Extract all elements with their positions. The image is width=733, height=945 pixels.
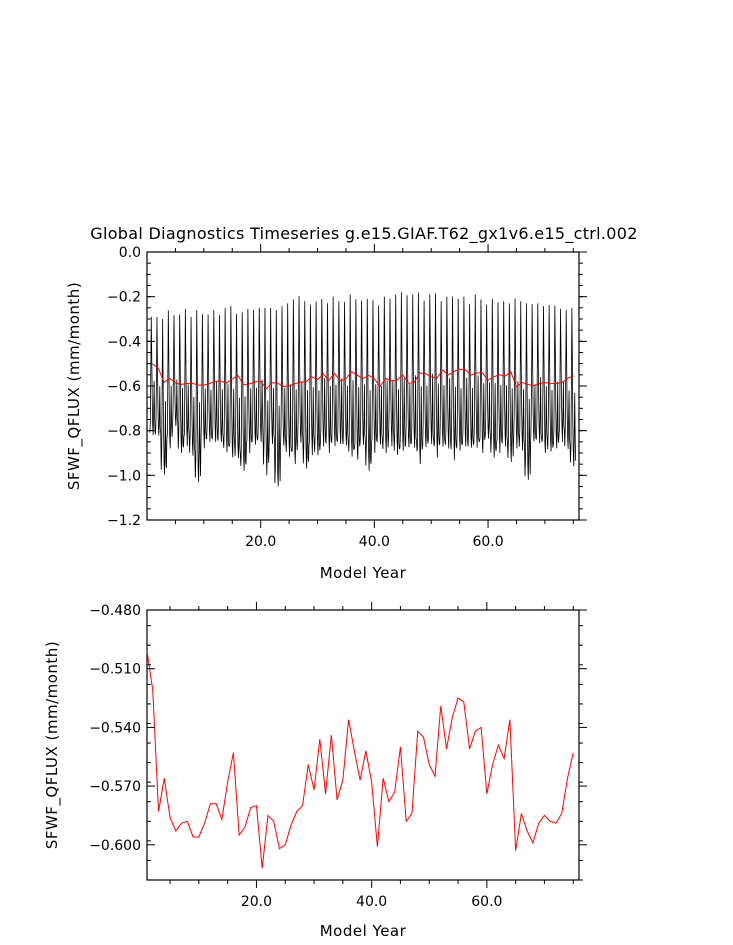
y-tick-label: −0.600 (89, 838, 141, 854)
y-tick-label: −1.2 (107, 513, 141, 529)
chart-title: Global Diagnostics Timeseries g.e15.GIAF… (90, 224, 638, 244)
top-axis-ticks (147, 244, 587, 528)
y-tick-label: −0.6 (107, 379, 141, 395)
y-tick-label: −0.570 (89, 779, 141, 795)
bottom-annual-mean-series (146, 651, 574, 869)
x-tick-label: 40.0 (359, 534, 390, 550)
x-tick-label: 20.0 (245, 534, 276, 550)
annual-mean-series (152, 363, 574, 390)
bottom-x-axis-label: Model Year (320, 922, 407, 940)
bottom-y-tick-labels: −0.600 −0.570 −0.540 −0.510 −0.480 (89, 603, 141, 854)
annual-mean-line (152, 363, 574, 390)
top-x-tick-labels: 20.0 40.0 60.0 (245, 534, 504, 550)
y-tick-label: −0.8 (107, 424, 141, 440)
y-tick-label: −0.510 (89, 662, 141, 678)
y-tick-label: −1.0 (107, 468, 141, 484)
bottom-axis-ticks (147, 602, 587, 888)
top-y-axis-label: SFWF_QFLUX (mm/month) (65, 282, 84, 490)
bottom-y-axis-label: SFWF_QFLUX (mm/month) (43, 641, 62, 849)
monthly-series (149, 292, 577, 487)
y-tick-label: −0.480 (89, 603, 141, 619)
y-tick-label: −0.540 (89, 720, 141, 736)
top-y-tick-labels: −1.2 −1.0 −0.8 −0.6 −0.4 −0.2 0.0 (107, 245, 141, 529)
bottom-x-tick-labels: 20.0 40.0 60.0 (241, 894, 503, 910)
x-tick-label: 40.0 (356, 894, 387, 910)
y-tick-label: −0.2 (107, 290, 141, 306)
bottom-plot-frame (146, 609, 580, 881)
y-tick-label: −0.4 (107, 334, 141, 350)
top-panel: −1.2 −1.0 −0.8 −0.6 −0.4 −0.2 0.0 20.0 40.0 60.0… (65, 244, 587, 582)
x-tick-label: 20.0 (241, 894, 272, 910)
x-tick-label: 60.0 (472, 534, 503, 550)
monthly-line (149, 292, 577, 487)
bottom-panel: −0.600 −0.570 −0.540 −0.510 −0.480 20.0 40.0 6… (43, 602, 587, 940)
top-x-axis-label: Model Year (320, 564, 407, 582)
x-tick-label: 60.0 (471, 894, 502, 910)
bottom-annual-mean-line (146, 651, 574, 869)
y-tick-label: 0.0 (119, 245, 141, 261)
